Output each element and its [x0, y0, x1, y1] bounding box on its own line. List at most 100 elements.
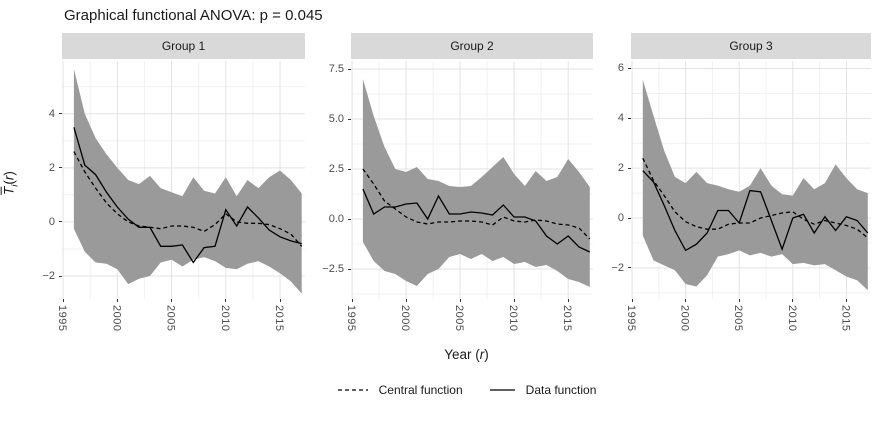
x-tick-label: 2005: [164, 305, 177, 332]
y-tick-mark: [59, 167, 62, 169]
x-tick-mark: [116, 299, 118, 302]
x-tick-mark: [513, 299, 515, 302]
x-tick-label: 2005: [453, 305, 466, 332]
x-tick-label: 2010: [785, 305, 798, 332]
x-tick-mark: [225, 299, 227, 302]
y-axis-paren: (: [1, 180, 17, 185]
x-axis-panel-2: 1995 2000 2005 2010 2015: [345, 299, 593, 347]
x-tick-mark: [171, 299, 173, 302]
x-tick-mark: [351, 299, 353, 302]
x-tick-label: 2010: [507, 305, 520, 332]
y-axis-paren: ): [1, 171, 17, 176]
x-tick-label: 1995: [345, 305, 358, 332]
y-tick-label: 5.0: [328, 113, 344, 125]
y-tick-mark: [628, 167, 631, 169]
y-tick-mark: [628, 67, 631, 69]
data-function-line: [73, 127, 302, 264]
y-axis-panel-2: 7.5 5.0 2.5 0.0 −2.5: [305, 33, 351, 347]
y-tick-mark: [59, 113, 62, 115]
x-tick-mark: [567, 299, 569, 302]
x-tick-mark: [792, 299, 794, 302]
y-tick-label: 0: [617, 212, 624, 224]
x-tick-label: 2015: [839, 305, 852, 332]
x-axis-panel-1: 1995 2000 2005 2010 2015: [56, 299, 305, 347]
x-tick-label: 2000: [399, 305, 412, 332]
legend: Central function Data function: [62, 380, 871, 400]
y-tick-mark: [59, 275, 62, 277]
y-tick-label: 2: [617, 162, 624, 175]
x-tick-label: 1995: [56, 305, 69, 332]
y-tick-mark: [348, 168, 351, 170]
x-tick-mark: [459, 299, 461, 302]
y-tick-label: −2: [611, 261, 624, 274]
y-tick-label: −2.5: [322, 263, 344, 275]
envelope-band: [642, 79, 868, 291]
x-axis-argument: r: [479, 347, 485, 362]
x-tick-mark: [631, 299, 633, 302]
y-tick-label: 7.5: [328, 63, 344, 75]
data-function-line: [362, 188, 591, 253]
x-tick-label: 2015: [273, 305, 286, 332]
facet-strip-group-3: Group 3: [631, 33, 871, 59]
y-axis-panel-1: 4 2 0 −2: [22, 33, 62, 347]
y-tick-mark: [348, 218, 351, 220]
central-function-line: [362, 168, 591, 240]
y-tick-mark: [59, 221, 62, 223]
x-axis-title-text: Year (: [444, 347, 480, 362]
x-tick-mark: [405, 299, 407, 302]
x-tick-label: 2015: [561, 305, 574, 332]
x-axis-panel-3: 1995 2000 2005 2010 2015: [625, 299, 871, 347]
y-tick-label: 6: [617, 62, 624, 75]
x-tick-mark: [685, 299, 687, 302]
y-tick-label: 4: [617, 112, 624, 125]
legend-label-central-function: Central function: [378, 383, 463, 397]
legend-item-data-function: Data function: [489, 383, 597, 397]
legend-label-data-function: Data function: [525, 383, 597, 397]
facet-strip-group-2: Group 2: [351, 33, 593, 59]
dashed-line-icon: [337, 389, 368, 391]
y-tick-label: 2: [48, 161, 55, 174]
facet-strip-group-1: Group 1: [62, 33, 305, 59]
envelope-band: [73, 69, 302, 294]
x-axis-paren: ): [484, 347, 489, 362]
central-function-line: [73, 151, 303, 247]
x-axis-title: Year (r): [62, 347, 871, 365]
y-tick-mark: [628, 267, 631, 269]
y-tick-mark: [348, 68, 351, 70]
y-tick-label: 4: [48, 107, 55, 120]
envelope-band: [362, 79, 590, 287]
y-tick-mark: [348, 118, 351, 120]
x-tick-label: 1995: [625, 305, 638, 332]
x-tick-label: 2005: [732, 305, 745, 332]
y-tick-label: 2.5: [328, 163, 344, 175]
y-axis-symbol: T: [1, 186, 17, 195]
x-tick-mark: [845, 299, 847, 302]
central-function-line: [642, 157, 869, 239]
y-tick-label: −2: [42, 270, 55, 282]
data-function-line: [642, 170, 869, 252]
x-tick-mark: [62, 299, 64, 302]
x-tick-label: 2010: [218, 305, 231, 332]
x-tick-label: 2000: [678, 305, 691, 332]
y-axis-argument: r: [1, 175, 17, 181]
y-tick-mark: [348, 268, 351, 270]
y-tick-label: 0.0: [328, 213, 344, 225]
y-axis-title-area: Ti(r): [0, 33, 22, 347]
y-tick-label: 0: [48, 215, 55, 228]
x-tick-mark: [738, 299, 740, 302]
y-axis-panel-3: 6 4 2 0 −2: [593, 33, 631, 347]
facet-panel-group-1: Group 1 1995 2000 2005 2010 2015: [56, 33, 305, 347]
plot-area-group-1: [62, 61, 305, 299]
solid-line-icon: [489, 389, 515, 391]
facet-figure: Ti(r) 4 2 0 −2 Group 1 1995 2000 2005 2010 2015…: [0, 33, 872, 347]
plot-area-group-2: [351, 61, 593, 299]
x-tick-mark: [279, 299, 281, 302]
facet-panel-group-3: Group 3 1995 2000 2005 2010 2015: [625, 33, 871, 347]
y-tick-mark: [628, 217, 631, 219]
facet-panel-group-2: Group 2 1995 2000 2005 2010 2015: [345, 33, 593, 347]
x-tick-label: 2000: [110, 305, 123, 332]
y-axis-title: Ti(r): [2, 171, 21, 195]
chart-title: Graphical functional ANOVA: p = 0.045: [64, 7, 323, 24]
legend-item-central-function: Central function: [337, 383, 463, 397]
y-tick-mark: [628, 117, 631, 119]
